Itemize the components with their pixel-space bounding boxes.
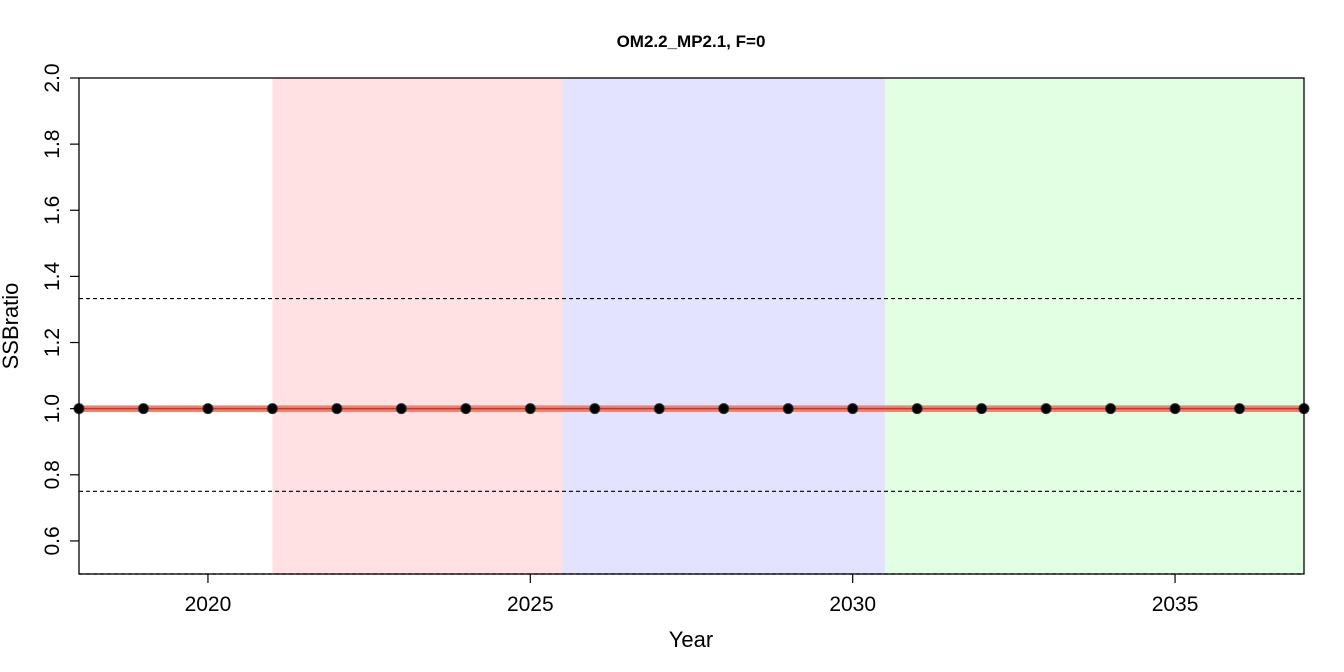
data-series <box>73 403 1310 415</box>
shaded-period-3 <box>884 78 1304 574</box>
data-point <box>1169 403 1181 415</box>
data-point <box>1105 403 1117 415</box>
data-point <box>460 403 472 415</box>
data-point <box>718 403 730 415</box>
x-tick-label: 2035 <box>1152 593 1199 616</box>
chart-title: OM2.2_MP2.1, F=0 <box>617 32 766 51</box>
data-point <box>976 403 988 415</box>
data-point <box>266 403 278 415</box>
x-axis-label: Year <box>669 627 713 652</box>
data-point <box>137 403 149 415</box>
shaded-period-1 <box>272 78 563 574</box>
x-tick-label: 2030 <box>829 593 876 616</box>
y-axis-label: SSBratio <box>0 283 23 370</box>
data-point <box>911 403 923 415</box>
y-tick-label: 0.6 <box>41 526 64 555</box>
y-tick-label: 1.2 <box>41 328 64 357</box>
data-point <box>202 403 214 415</box>
x-tick-label: 2020 <box>185 593 232 616</box>
data-point <box>782 403 794 415</box>
data-point <box>653 403 665 415</box>
shaded-period-2 <box>562 78 885 574</box>
data-point <box>1040 403 1052 415</box>
y-tick-label: 1.0 <box>41 394 64 423</box>
data-point <box>524 403 536 415</box>
y-tick-label: 1.6 <box>41 196 64 225</box>
shaded-periods <box>272 78 1304 574</box>
data-point <box>331 403 343 415</box>
y-tick-label: 1.4 <box>41 261 64 291</box>
x-axis: 2020 2025 2030 2035 <box>185 574 1199 616</box>
data-point <box>589 403 601 415</box>
y-tick-label: 1.8 <box>41 130 64 159</box>
data-point <box>395 403 407 415</box>
y-tick-label: 0.8 <box>41 460 64 489</box>
plot-frame <box>78 77 1305 575</box>
data-point <box>847 403 859 415</box>
y-tick-label: 2.0 <box>41 63 64 92</box>
data-point <box>1234 403 1246 415</box>
x-tick-label: 2025 <box>507 593 554 616</box>
y-axis: 0.6 0.8 1.0 1.2 1.4 1.6 1.8 2.0 <box>41 63 79 556</box>
